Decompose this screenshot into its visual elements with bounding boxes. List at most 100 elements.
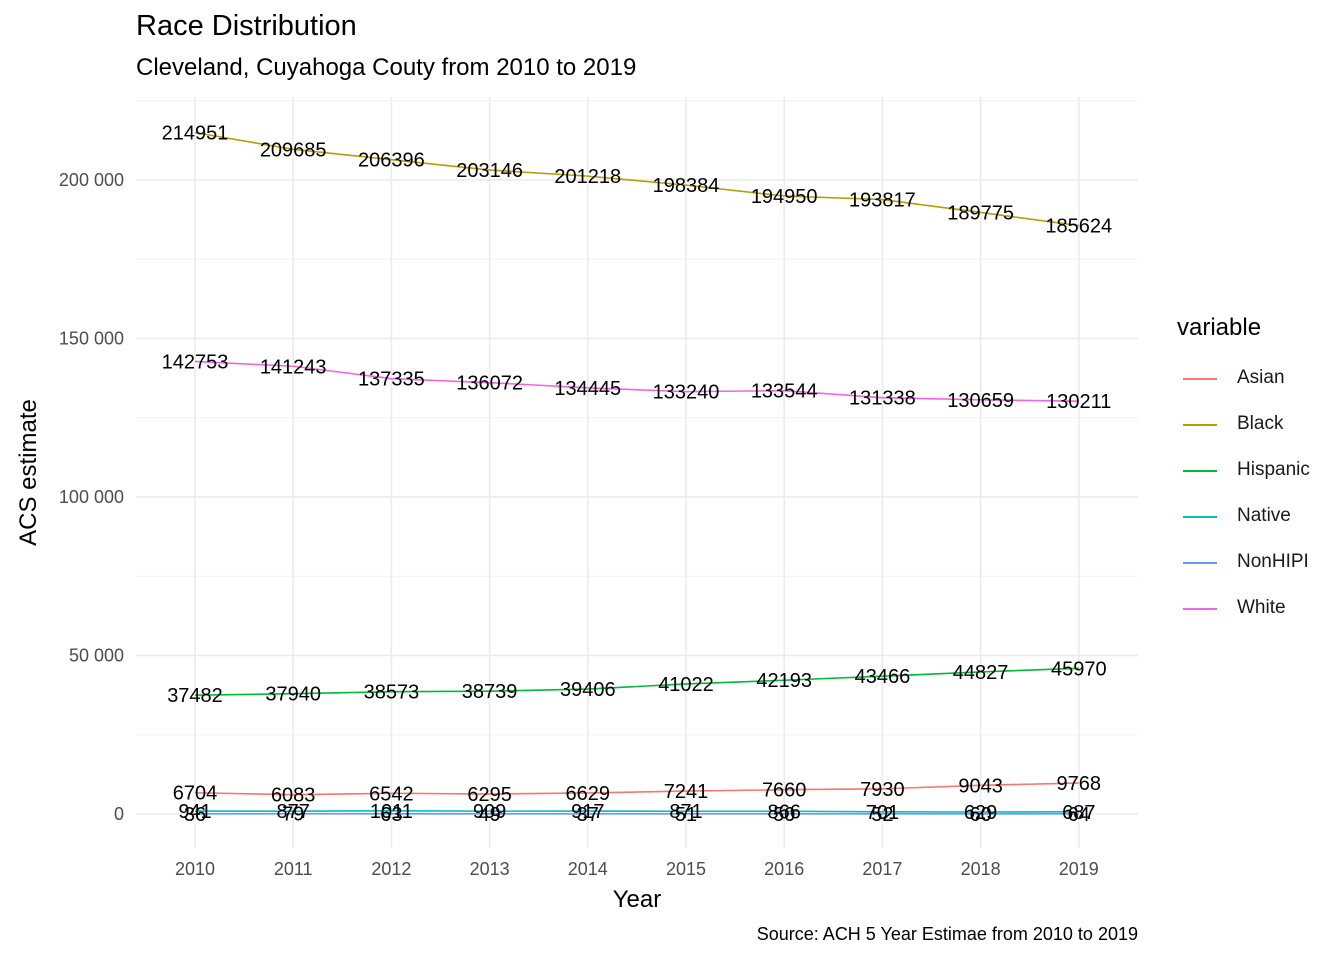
data-label-native: 687 (1062, 802, 1095, 824)
data-label-hispanic: 39406 (560, 679, 616, 701)
legend-label: Native (1237, 505, 1291, 526)
data-label-hispanic: 37482 (167, 685, 223, 707)
legend-label: White (1237, 597, 1286, 618)
data-label-black: 214951 (162, 123, 229, 145)
data-label-black: 189775 (947, 202, 1014, 224)
data-label-white: 133544 (751, 381, 818, 403)
data-label-hispanic: 42193 (756, 670, 812, 692)
y-tick-label: 100 000 (59, 487, 124, 507)
data-label-hispanic: 38739 (462, 681, 518, 703)
series-line-black (194, 131, 1079, 227)
legend-label: Asian (1237, 367, 1285, 388)
data-label-nonhipi: 36 (184, 804, 206, 826)
data-label-white: 136072 (456, 373, 523, 395)
x-tick-label: 2016 (764, 859, 804, 879)
data-label-white: 137335 (358, 369, 425, 391)
data-label-black: 209685 (260, 139, 327, 161)
data-label-white: 133240 (653, 382, 720, 404)
series-line-native (194, 809, 1079, 813)
data-label-asian: 6629 (566, 783, 611, 805)
x-tick-label: 2015 (666, 859, 706, 879)
data-label-hispanic: 38573 (364, 682, 420, 704)
legend-key (1183, 516, 1217, 518)
x-tick-label: 2017 (862, 859, 902, 879)
x-tick-label: 2019 (1059, 859, 1099, 879)
data-label-nonhipi: 49 (478, 804, 500, 826)
x-tick-label: 2018 (961, 859, 1001, 879)
data-label-native: 871 (669, 801, 702, 823)
data-label-native: 1011 (370, 801, 413, 823)
legend-label: Hispanic (1237, 459, 1310, 480)
data-label-hispanic: 37940 (265, 684, 321, 706)
data-label-asian: 6083 (271, 785, 316, 807)
data-label-asian: 7241 (664, 781, 709, 803)
data-label-native: 909 (473, 801, 506, 823)
data-label-black: 203146 (456, 160, 523, 182)
y-tick-label: 200 000 (59, 170, 124, 190)
data-label-black: 185624 (1045, 216, 1112, 238)
x-tick-label: 2012 (371, 859, 411, 879)
data-label-native: 877 (277, 801, 310, 823)
data-label-hispanic: 45970 (1051, 658, 1107, 680)
data-label-nonhipi: 52 (871, 804, 893, 826)
data-label-native: 701 (866, 802, 899, 824)
data-label-white: 130211 (1046, 391, 1111, 413)
x-tick-label: 2014 (568, 859, 608, 879)
y-tick-label: 0 (114, 804, 124, 824)
data-label-asian: 6704 (173, 783, 218, 805)
data-label-hispanic: 43466 (855, 666, 911, 688)
data-label-nonhipi: 64 (1068, 804, 1090, 826)
x-tick-label: 2013 (470, 859, 510, 879)
y-tick-label: 150 000 (59, 329, 124, 349)
data-label-hispanic: 44827 (953, 662, 1009, 684)
data-label-native: 866 (768, 801, 801, 823)
data-label-asian: 9768 (1057, 773, 1102, 795)
series-line-asian (194, 782, 1079, 796)
legend-key (1183, 562, 1217, 564)
data-label-nonhipi: 50 (773, 804, 795, 826)
data-label-native: 941 (178, 801, 211, 823)
data-label-nonhipi: 60 (969, 804, 991, 826)
y-axis-label: ACS estimate (15, 399, 42, 546)
legend-key (1183, 470, 1217, 472)
data-label-nonhipi: 37 (577, 804, 599, 826)
data-label-asian: 7660 (762, 780, 807, 802)
data-label-asian: 6295 (467, 784, 512, 806)
legend-label: Black (1237, 413, 1284, 434)
series-line-white (194, 360, 1079, 403)
data-label-black: 194950 (751, 186, 818, 208)
chart-subtitle: Cleveland, Cuyahoga Couty from 2010 to 2… (136, 54, 637, 81)
data-label-nonhipi: 51 (675, 804, 697, 826)
x-axis-label: Year (613, 886, 662, 913)
legend-key (1183, 378, 1217, 380)
y-tick-label: 50 000 (69, 646, 124, 666)
legend-label: NonHIPI (1237, 551, 1309, 572)
data-label-black: 206396 (358, 150, 425, 172)
data-label-asian: 7930 (860, 779, 905, 801)
data-label-white: 130659 (947, 390, 1014, 412)
data-label-asian: 6542 (369, 783, 414, 805)
data-label-white: 141243 (260, 356, 327, 378)
chart-caption: Source: ACH 5 Year Estimae from 2010 to … (756, 924, 1138, 944)
data-label-black: 198384 (653, 175, 720, 197)
data-label-nonhipi: 79 (282, 804, 304, 826)
data-label-nonhipi: 63 (380, 804, 402, 826)
chart-title: Race Distribution (136, 10, 357, 42)
data-label-black: 193817 (849, 190, 916, 212)
series-line-hispanic (194, 667, 1079, 696)
data-label-native: 629 (964, 802, 997, 824)
data-label-black: 201218 (554, 166, 621, 188)
x-tick-label: 2011 (274, 859, 313, 879)
data-label-white: 142753 (162, 351, 229, 373)
data-label-asian: 9043 (958, 775, 1003, 797)
legend-key (1183, 608, 1217, 610)
data-label-hispanic: 41022 (658, 674, 714, 696)
data-label-native: 917 (571, 801, 604, 823)
legend-key (1183, 424, 1217, 426)
legend-title: variable (1177, 314, 1262, 341)
data-label-white: 131338 (849, 388, 916, 410)
x-tick-label: 2010 (175, 859, 215, 879)
data-label-white: 134445 (554, 378, 621, 400)
